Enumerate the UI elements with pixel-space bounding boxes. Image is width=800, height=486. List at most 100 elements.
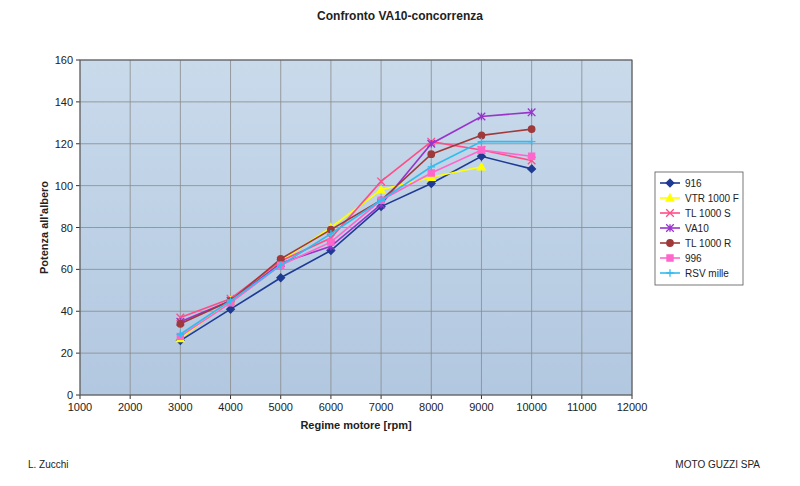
y-tick-label: 100 <box>55 180 73 192</box>
x-tick-label: 11000 <box>567 401 597 413</box>
x-axis-label: Regime motore [rpm] <box>300 419 412 431</box>
x-tick-label: 1000 <box>68 401 92 413</box>
legend-label: TL 1000 S <box>685 208 731 219</box>
y-tick-label: 0 <box>67 389 73 401</box>
y-grid-line <box>80 143 632 144</box>
series-marker <box>529 153 535 159</box>
series-marker <box>528 126 534 132</box>
series-marker <box>277 256 283 262</box>
legend-label: TL 1000 R <box>685 238 731 249</box>
x-grid-line <box>431 60 432 395</box>
series-marker <box>528 138 536 146</box>
x-grid-line <box>481 60 482 395</box>
series-marker <box>478 147 484 153</box>
y-tick <box>76 101 80 102</box>
series-line <box>180 142 531 318</box>
series-marker <box>177 330 185 338</box>
y-tick <box>76 185 80 186</box>
series-line <box>180 167 481 339</box>
legend-marker <box>667 255 673 261</box>
x-tick-label: 9000 <box>469 401 493 413</box>
x-tick-label: 12000 <box>617 401 648 413</box>
series-marker <box>377 178 385 186</box>
series-line <box>180 156 531 340</box>
x-tick-label: 6000 <box>319 401 343 413</box>
x-tick <box>330 395 331 399</box>
x-grid-line <box>280 60 281 395</box>
legend-marker <box>666 269 674 277</box>
series-marker <box>227 297 235 305</box>
x-grid-line <box>130 60 131 395</box>
series-line <box>180 129 531 324</box>
y-tick-label: 140 <box>55 96 73 108</box>
y-grid-line <box>80 311 632 312</box>
series-marker <box>478 163 486 170</box>
x-tick-label: 4000 <box>218 401 242 413</box>
x-tick <box>80 395 81 399</box>
y-tick-label: 40 <box>61 305 73 317</box>
plot-frame <box>80 60 632 395</box>
x-tick-label: 7000 <box>369 401 393 413</box>
series-marker <box>328 239 334 245</box>
series-marker <box>427 163 435 171</box>
series-marker <box>428 151 434 157</box>
series-marker <box>177 321 183 327</box>
series-marker <box>528 109 536 117</box>
legend-label: VA10 <box>685 223 709 234</box>
series-marker <box>427 140 435 148</box>
legend-marker <box>666 224 674 232</box>
series-marker <box>377 186 385 193</box>
legend-marker <box>666 179 674 187</box>
x-tick <box>531 395 532 399</box>
x-tick-label: 3000 <box>168 401 192 413</box>
series-line <box>180 142 531 335</box>
y-tick <box>76 395 80 396</box>
x-tick <box>230 395 231 399</box>
x-tick <box>581 395 582 399</box>
series-marker <box>428 170 434 176</box>
legend-marker <box>666 209 674 217</box>
legend-box <box>655 172 743 285</box>
y-tick <box>76 227 80 228</box>
series-marker <box>277 274 285 282</box>
legend-label: RSV mille <box>685 268 729 279</box>
plot-area <box>80 60 632 395</box>
footer-text: L. Zucchi <box>28 459 69 470</box>
y-tick-label: 120 <box>55 138 73 150</box>
x-tick-label: 10000 <box>516 401 547 413</box>
x-grid-line <box>581 60 582 395</box>
y-tick <box>76 311 80 312</box>
y-axis-label: Potenza all'albero <box>38 181 50 274</box>
x-tick <box>280 395 281 399</box>
x-tick-label: 2000 <box>118 401 142 413</box>
x-tick-label: 8000 <box>419 401 443 413</box>
x-tick <box>632 395 633 399</box>
x-grid-line <box>381 60 382 395</box>
x-tick <box>481 395 482 399</box>
y-tick <box>76 353 80 354</box>
series-group <box>177 109 536 345</box>
title: Confronto VA10-concorrenza <box>317 9 483 23</box>
series-line <box>180 150 531 336</box>
legend-label: 916 <box>685 178 702 189</box>
y-grid-line <box>80 101 632 102</box>
legend-label: 996 <box>685 253 702 264</box>
x-tick <box>381 395 382 399</box>
x-grid-line <box>230 60 231 395</box>
y-grid-line <box>80 185 632 186</box>
legend-marker <box>666 194 674 201</box>
series-marker <box>478 138 486 146</box>
x-tick <box>431 395 432 399</box>
series-marker <box>377 196 385 204</box>
y-tick-label: 20 <box>61 347 73 359</box>
x-tick-label: 5000 <box>268 401 292 413</box>
y-grid-line <box>80 353 632 354</box>
x-tick <box>130 395 131 399</box>
y-tick <box>76 60 80 61</box>
y-tick <box>76 143 80 144</box>
chart: Confronto VA10-concorrenza 0 20 40 60 80 100 12… <box>0 0 800 486</box>
y-tick <box>76 269 80 270</box>
y-tick-label: 60 <box>61 263 73 275</box>
series-marker <box>327 230 335 238</box>
y-tick-label: 80 <box>61 222 73 234</box>
